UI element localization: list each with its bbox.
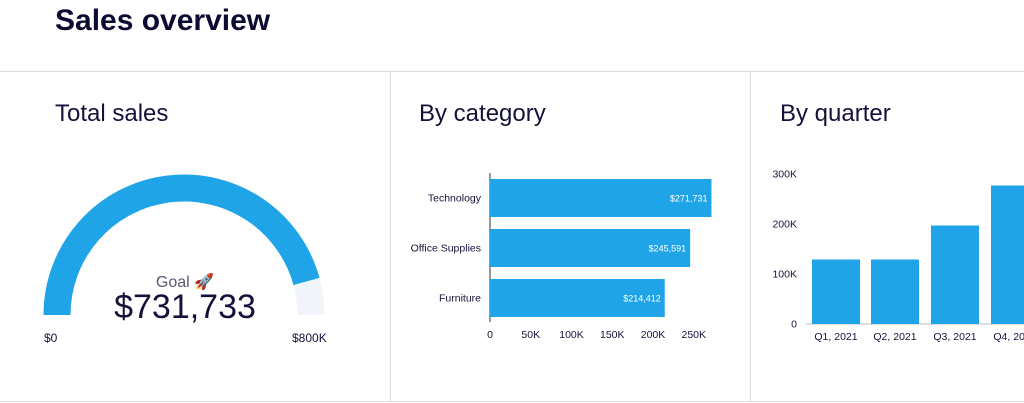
quarter-x-tick: Q2, 2021 — [873, 331, 916, 343]
by-category-card[interactable]: By category $271,731 Technology $245,591 Of… — [391, 72, 750, 401]
category-x-tick: 200K — [641, 329, 666, 341]
category-bar — [490, 229, 691, 267]
footer-divider — [0, 401, 1024, 402]
header-divider — [0, 71, 1024, 72]
category-bar — [490, 279, 665, 317]
gauge-max-label: $800K — [292, 331, 327, 345]
total-sales-card[interactable]: Total sales Goal 🚀 $731,733 $0 $800K — [0, 72, 390, 401]
category-x-tick: 50K — [521, 329, 540, 341]
quarter-bar — [812, 259, 860, 324]
category-bar-chart: $271,731 Technology $245,591 Office Supplie… — [411, 173, 712, 341]
quarter-y-tick: 0 — [791, 319, 797, 331]
gauge-goal-label: Goal 🚀 — [155, 274, 215, 291]
by-quarter-card[interactable]: By quarter 0 100K 200K 300K Q1, 2021 Q2, 2021… — [751, 72, 1024, 401]
quarter-y-tick: 100K — [772, 269, 797, 281]
card-divider — [390, 72, 391, 401]
quarter-x-tick: Q4, 2021 — [993, 331, 1024, 343]
quarter-x-tick: Q3, 2021 — [933, 331, 976, 343]
by-quarter-title: By quarter — [780, 100, 891, 127]
quarter-bar-chart: 0 100K 200K 300K Q1, 2021 Q2, 2021 Q3, 2021 Q4,… — [772, 169, 1024, 343]
gauge-value: $731,733 — [114, 288, 256, 326]
quarter-y-tick: 300K — [772, 169, 797, 181]
category-label: Office Supplies — [411, 243, 481, 255]
category-x-tick: 100K — [559, 329, 584, 341]
gauge-fill — [43, 174, 320, 316]
quarter-bar — [991, 185, 1024, 324]
category-bar-value: $245,591 — [649, 244, 687, 254]
category-x-tick: 0 — [487, 329, 493, 341]
sales-gauge — [43, 174, 325, 316]
category-bar — [490, 179, 712, 217]
quarter-bar — [931, 225, 979, 324]
quarter-x-tick: Q1, 2021 — [814, 331, 857, 343]
card-divider — [750, 72, 751, 401]
by-category-title: By category — [419, 100, 546, 127]
quarter-bar — [871, 259, 919, 324]
total-sales-title: Total sales — [55, 100, 169, 127]
category-x-tick: 250K — [681, 329, 706, 341]
page-title: Sales overview — [55, 4, 271, 37]
category-bar-value: $214,412 — [623, 294, 661, 304]
category-label: Furniture — [439, 293, 481, 305]
category-bar-value: $271,731 — [670, 194, 708, 204]
quarter-y-tick: 200K — [772, 219, 797, 231]
gauge-min-label: $0 — [44, 331, 58, 345]
category-x-tick: 150K — [600, 329, 625, 341]
category-label: Technology — [428, 193, 482, 205]
